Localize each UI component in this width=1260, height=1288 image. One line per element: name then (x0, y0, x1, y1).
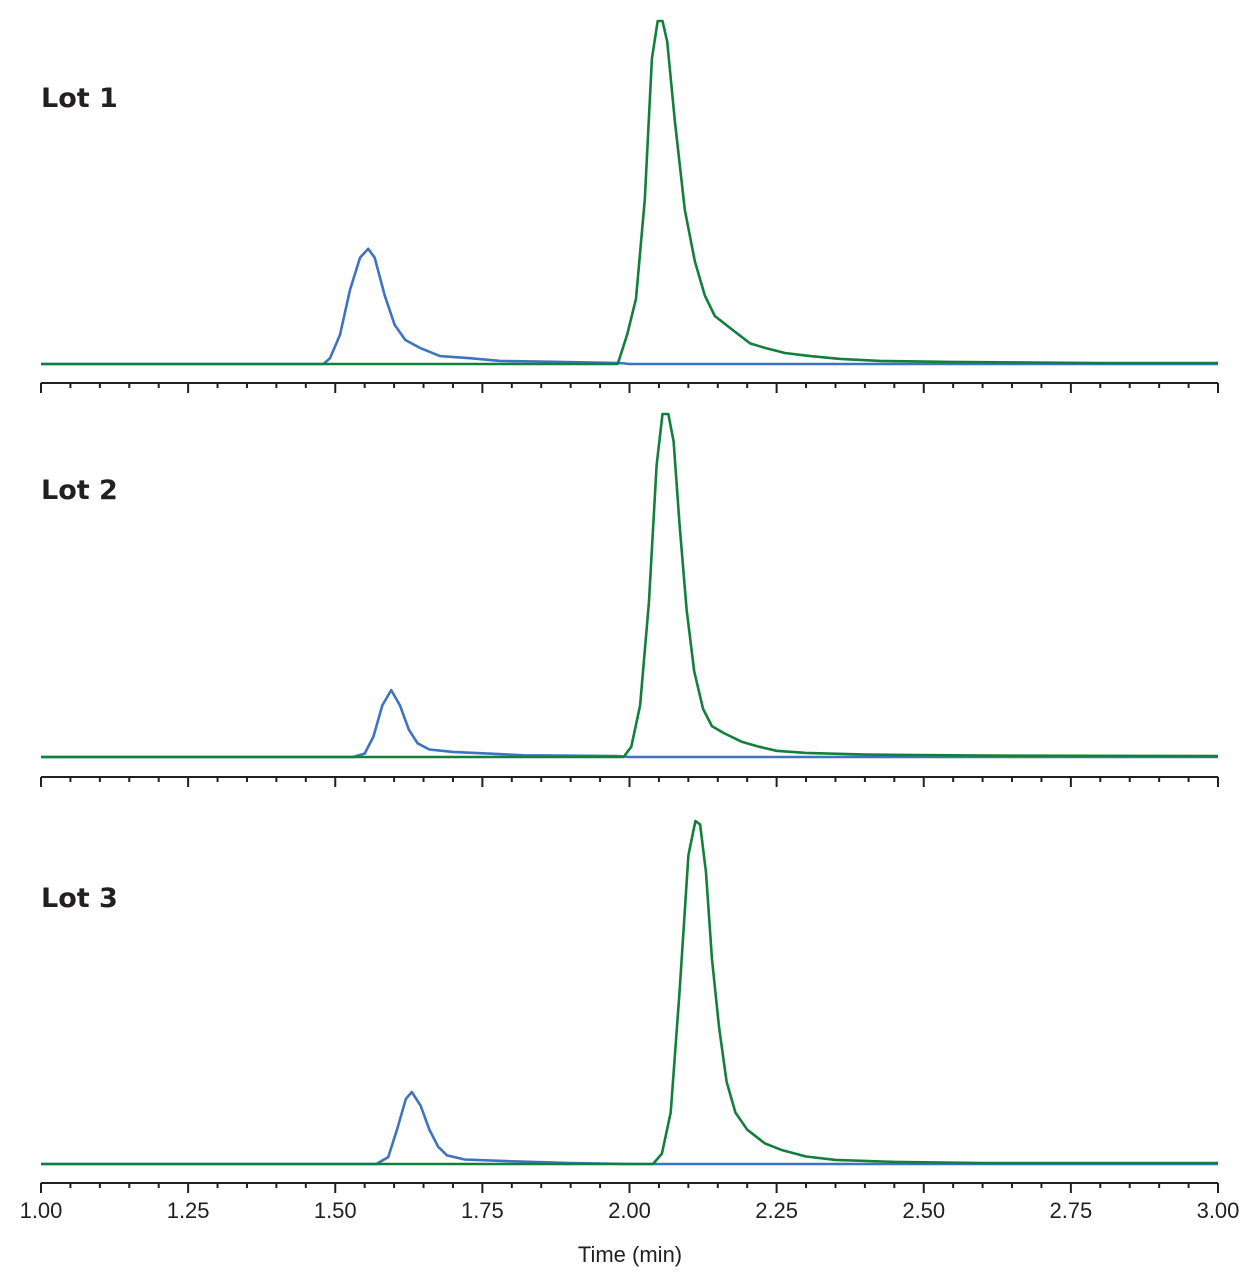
x-tick-label: 2.50 (902, 1198, 945, 1223)
x-tick-label: 2.25 (755, 1198, 798, 1223)
x-tick-label: 1.75 (461, 1198, 504, 1223)
blue-trace-3 (41, 1090, 1218, 1166)
panel-label-lot-1: Lot 1 (41, 83, 118, 114)
blue-trace-1 (41, 247, 1218, 366)
green-trace-3 (41, 819, 1218, 1166)
green-trace-2 (41, 412, 1219, 759)
blue-trace-2 (41, 688, 1218, 759)
panel-label-lot-3: Lot 3 (41, 883, 118, 914)
x-tick-label: 1.00 (20, 1198, 63, 1223)
panel-label-lot-2: Lot 2 (41, 475, 118, 506)
x-axis-label: Time (min) (578, 1242, 682, 1267)
x-tick-label: 3.00 (1197, 1198, 1240, 1223)
x-tick-label: 2.00 (608, 1198, 651, 1223)
x-tick-label: 2.75 (1049, 1198, 1092, 1223)
x-tick-label: 1.50 (314, 1198, 357, 1223)
x-tick-label: 1.25 (167, 1198, 210, 1223)
green-trace-1 (41, 19, 1218, 366)
